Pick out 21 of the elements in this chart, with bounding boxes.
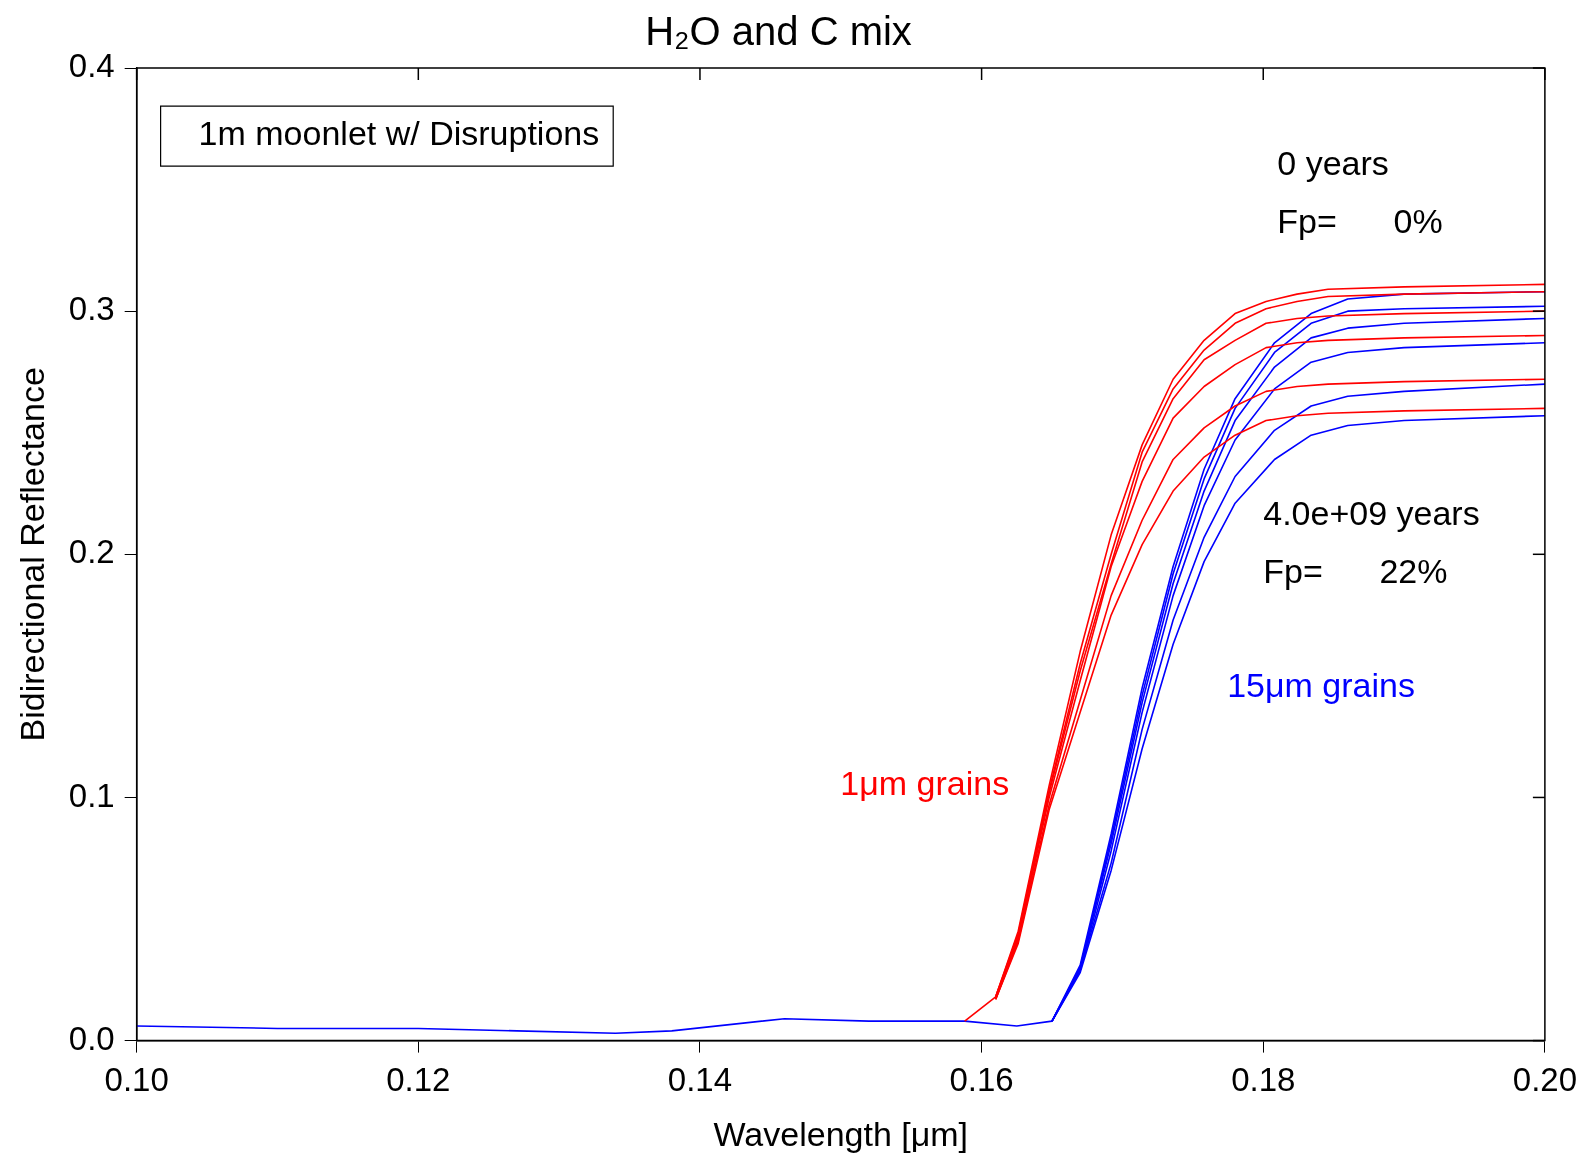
x-tick-label: 0.16 <box>949 1061 1014 1099</box>
annotation: 4.0e+09 years <box>1263 493 1480 532</box>
annotation: 0 years <box>1277 143 1389 182</box>
y-tick-label: 0.0 <box>68 1019 115 1057</box>
y-tick-label: 0.2 <box>68 533 115 571</box>
x-tick-label: 0.14 <box>667 1061 733 1099</box>
y-tick-label: 0.1 <box>68 776 115 814</box>
x-tick-label: 0.18 <box>1231 1061 1296 1099</box>
y-axis-title: Bidirectional Reflectance <box>12 367 51 742</box>
y-tick-label: 0.4 <box>68 47 115 85</box>
x-tick-label: 0.12 <box>386 1061 451 1099</box>
y-tick-label: 0.3 <box>68 290 115 328</box>
annotation: Fp= 0% <box>1277 201 1443 240</box>
x-axis-title: Wavelength [μm] <box>713 1114 969 1153</box>
text: 15μm grains <box>1227 666 1415 705</box>
annotation: 1m moonlet w/ Disruptions <box>198 114 600 153</box>
x-tick-label: 0.20 <box>1512 1061 1577 1099</box>
chart-title: H₂O and C mix <box>645 9 912 54</box>
x-tick-label: 0.10 <box>104 1061 169 1099</box>
series-label: 1μm grains <box>840 763 1010 802</box>
annotation: Fp= 22% <box>1263 552 1448 591</box>
